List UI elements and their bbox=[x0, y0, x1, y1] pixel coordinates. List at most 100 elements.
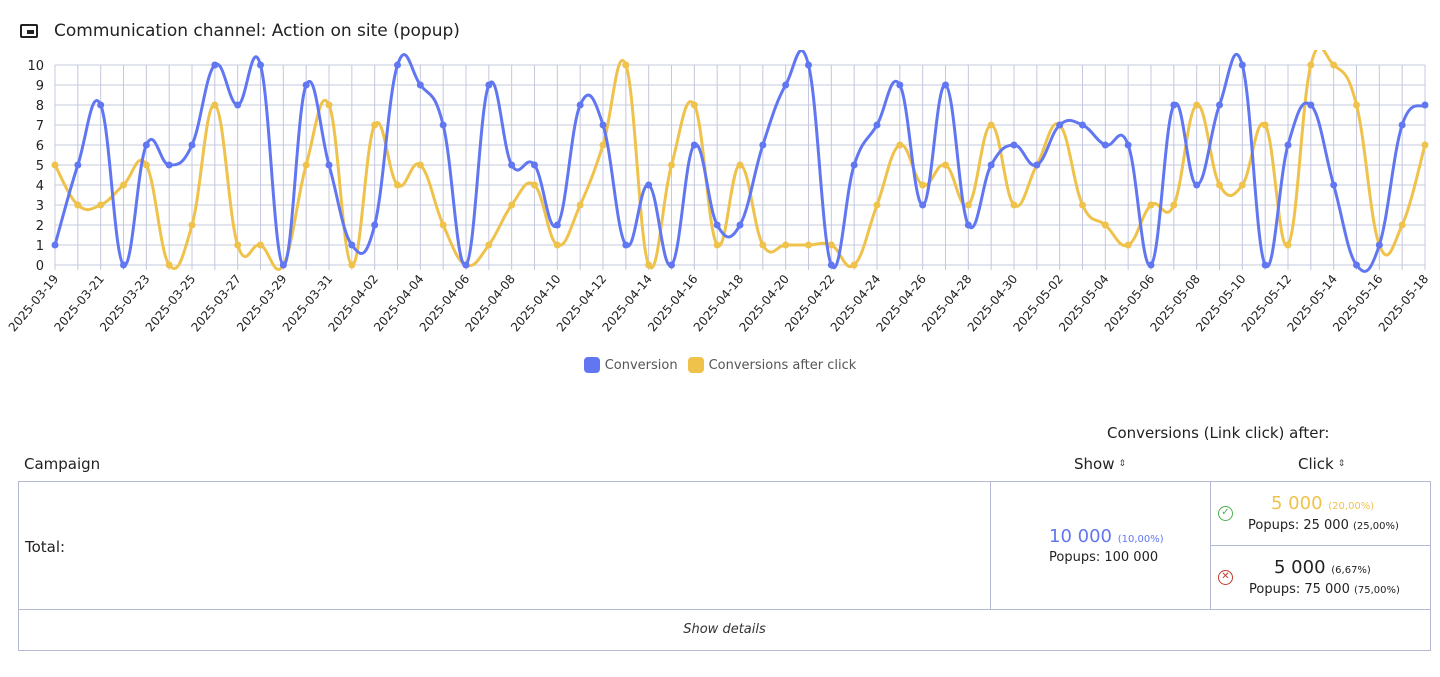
data-point-conversion[interactable] bbox=[1353, 261, 1360, 269]
data-point-conversion[interactable] bbox=[1284, 141, 1292, 149]
data-point-conversions-after-click[interactable] bbox=[759, 241, 767, 249]
data-point-conversion[interactable] bbox=[1124, 141, 1132, 149]
data-point-conversions-after-click[interactable] bbox=[1079, 201, 1086, 209]
data-point-conversions-after-click[interactable] bbox=[1010, 201, 1018, 209]
data-point-conversion[interactable] bbox=[1147, 261, 1155, 269]
data-point-conversions-after-click[interactable] bbox=[964, 201, 972, 209]
data-point-conversion[interactable] bbox=[1238, 61, 1246, 69]
legend-item-conversion[interactable]: Conversion bbox=[583, 357, 678, 373]
data-point-conversion[interactable] bbox=[485, 81, 493, 89]
data-point-conversion[interactable] bbox=[576, 101, 584, 109]
data-point-conversion[interactable] bbox=[599, 121, 607, 129]
data-point-conversions-after-click[interactable] bbox=[1193, 101, 1201, 109]
data-point-conversion[interactable] bbox=[416, 81, 424, 89]
data-point-conversions-after-click[interactable] bbox=[576, 201, 584, 209]
data-point-conversions-after-click[interactable] bbox=[645, 261, 653, 269]
data-point-conversions-after-click[interactable] bbox=[531, 181, 538, 189]
data-point-conversion[interactable] bbox=[896, 81, 904, 89]
data-point-conversion[interactable] bbox=[1193, 181, 1201, 189]
data-point-conversion[interactable] bbox=[942, 81, 949, 89]
data-point-conversion[interactable] bbox=[302, 81, 310, 89]
data-point-conversions-after-click[interactable] bbox=[1170, 201, 1178, 209]
data-point-conversions-after-click[interactable] bbox=[325, 101, 333, 109]
data-point-conversions-after-click[interactable] bbox=[736, 161, 744, 169]
data-point-conversion[interactable] bbox=[211, 61, 219, 69]
data-point-conversion[interactable] bbox=[1079, 121, 1086, 129]
data-point-conversion[interactable] bbox=[188, 141, 196, 149]
data-point-conversions-after-click[interactable] bbox=[805, 241, 812, 249]
data-point-conversion[interactable] bbox=[964, 221, 972, 229]
data-point-conversions-after-click[interactable] bbox=[713, 241, 721, 249]
data-point-conversion[interactable] bbox=[348, 241, 356, 249]
data-point-conversions-after-click[interactable] bbox=[371, 121, 379, 129]
data-point-conversions-after-click[interactable] bbox=[553, 241, 561, 249]
data-point-conversions-after-click[interactable] bbox=[416, 161, 424, 169]
data-point-conversions-after-click[interactable] bbox=[668, 161, 675, 169]
data-point-conversion[interactable] bbox=[645, 181, 653, 189]
data-point-conversion[interactable] bbox=[736, 221, 744, 229]
legend-item-conversions-after-click[interactable]: Conversions after click bbox=[687, 357, 856, 373]
data-point-conversion[interactable] bbox=[371, 221, 379, 229]
data-point-conversions-after-click[interactable] bbox=[1101, 221, 1109, 229]
data-point-conversions-after-click[interactable] bbox=[257, 241, 264, 249]
data-point-conversions-after-click[interactable] bbox=[508, 201, 516, 209]
data-point-conversion[interactable] bbox=[1170, 101, 1178, 109]
data-point-conversions-after-click[interactable] bbox=[1330, 61, 1338, 69]
data-point-conversion[interactable] bbox=[394, 61, 401, 69]
data-point-conversions-after-click[interactable] bbox=[1124, 241, 1132, 249]
column-header-click[interactable]: Click ⇕ bbox=[1298, 455, 1345, 473]
data-point-conversions-after-click[interactable] bbox=[599, 141, 607, 149]
data-point-conversion[interactable] bbox=[827, 261, 835, 269]
data-point-conversion[interactable] bbox=[97, 101, 105, 109]
data-point-conversion[interactable] bbox=[1216, 101, 1223, 109]
data-point-conversions-after-click[interactable] bbox=[896, 141, 904, 149]
column-header-show[interactable]: Show ⇕ bbox=[1074, 455, 1126, 473]
data-point-conversions-after-click[interactable] bbox=[1421, 141, 1429, 149]
data-point-conversions-after-click[interactable] bbox=[142, 161, 150, 169]
data-point-conversion[interactable] bbox=[325, 161, 333, 169]
data-point-conversion[interactable] bbox=[805, 61, 812, 69]
data-point-conversions-after-click[interactable] bbox=[165, 261, 173, 269]
data-point-conversion[interactable] bbox=[850, 161, 858, 169]
data-point-conversions-after-click[interactable] bbox=[302, 161, 310, 169]
data-point-conversion[interactable] bbox=[759, 141, 767, 149]
data-point-conversion[interactable] bbox=[987, 161, 995, 169]
data-point-conversions-after-click[interactable] bbox=[1353, 101, 1360, 109]
data-point-conversions-after-click[interactable] bbox=[439, 221, 447, 229]
data-point-conversions-after-click[interactable] bbox=[74, 201, 82, 209]
data-point-conversions-after-click[interactable] bbox=[51, 161, 59, 169]
data-point-conversion[interactable] bbox=[919, 201, 927, 209]
data-point-conversions-after-click[interactable] bbox=[188, 221, 196, 229]
data-point-conversion[interactable] bbox=[257, 61, 264, 69]
data-point-conversion[interactable] bbox=[51, 241, 59, 249]
data-point-conversion[interactable] bbox=[1261, 261, 1269, 269]
data-point-conversions-after-click[interactable] bbox=[873, 201, 881, 209]
data-point-conversions-after-click[interactable] bbox=[485, 241, 493, 249]
data-point-conversions-after-click[interactable] bbox=[1307, 61, 1315, 69]
data-point-conversion[interactable] bbox=[531, 161, 538, 169]
data-point-conversion[interactable] bbox=[1330, 181, 1338, 189]
data-point-conversion[interactable] bbox=[279, 261, 287, 269]
data-point-conversions-after-click[interactable] bbox=[1147, 201, 1155, 209]
data-point-conversion[interactable] bbox=[782, 81, 790, 89]
data-point-conversions-after-click[interactable] bbox=[622, 61, 630, 69]
data-point-conversion[interactable] bbox=[120, 261, 127, 269]
data-point-conversion[interactable] bbox=[713, 221, 721, 229]
data-point-conversion[interactable] bbox=[142, 141, 150, 149]
data-point-conversion[interactable] bbox=[1307, 101, 1315, 109]
data-point-conversion[interactable] bbox=[1033, 161, 1041, 169]
data-point-conversions-after-click[interactable] bbox=[987, 121, 995, 129]
data-point-conversion[interactable] bbox=[1398, 121, 1406, 129]
data-point-conversion[interactable] bbox=[622, 241, 630, 249]
data-point-conversions-after-click[interactable] bbox=[690, 101, 698, 109]
data-point-conversions-after-click[interactable] bbox=[211, 101, 219, 109]
data-point-conversion[interactable] bbox=[439, 121, 447, 129]
data-point-conversion[interactable] bbox=[1056, 121, 1064, 129]
data-point-conversion[interactable] bbox=[1010, 141, 1018, 149]
show-details-button[interactable]: Show details bbox=[683, 622, 766, 637]
data-point-conversion[interactable] bbox=[165, 161, 173, 169]
data-point-conversions-after-click[interactable] bbox=[394, 181, 401, 189]
data-point-conversions-after-click[interactable] bbox=[1238, 181, 1246, 189]
data-point-conversions-after-click[interactable] bbox=[919, 181, 927, 189]
sort-icon[interactable]: ⇕ bbox=[1118, 458, 1127, 469]
